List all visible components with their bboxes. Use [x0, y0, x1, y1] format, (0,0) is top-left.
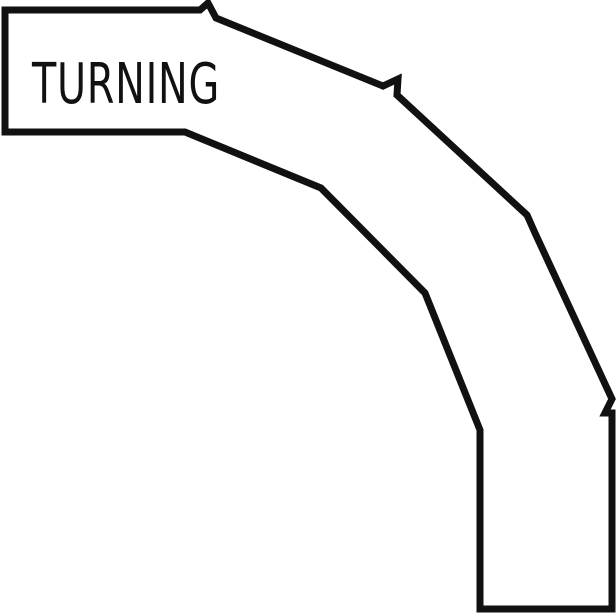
sign-label: TURNING	[31, 52, 220, 117]
